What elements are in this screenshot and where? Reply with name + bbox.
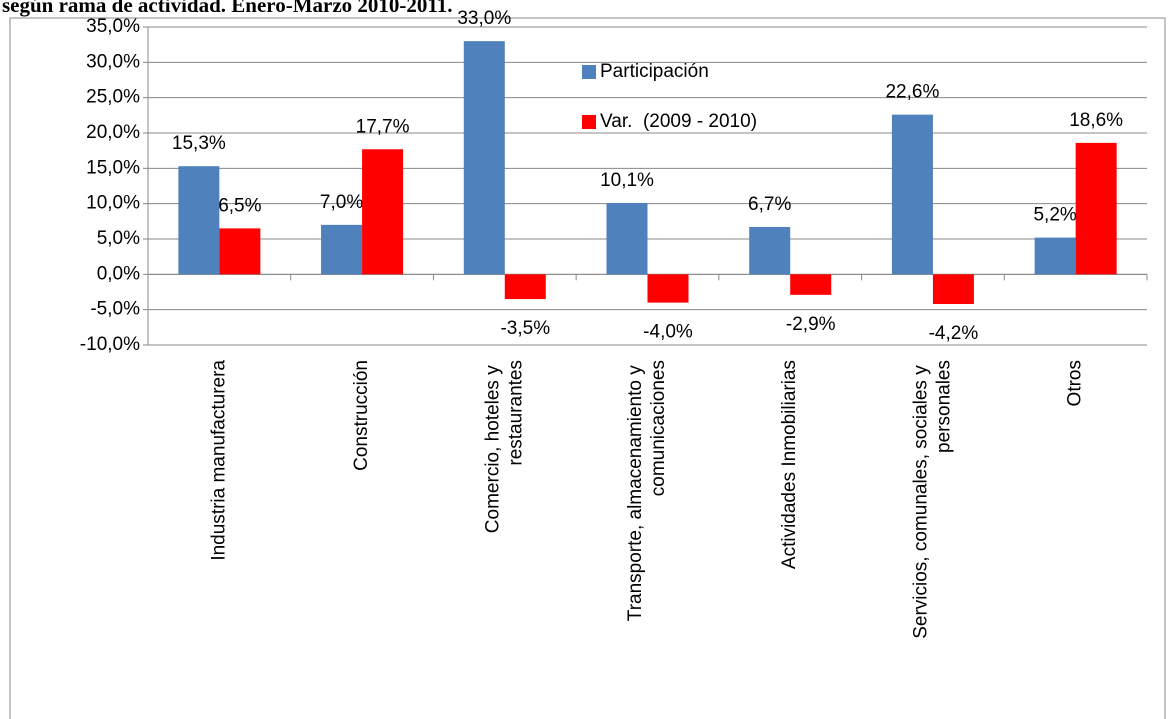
- bar: [504, 274, 546, 300]
- bar: [891, 114, 933, 275]
- data-label: -4,0%: [643, 322, 693, 343]
- bar: [932, 274, 974, 305]
- bar: [178, 166, 220, 275]
- data-label: -2,9%: [786, 314, 836, 335]
- bar: [463, 41, 505, 275]
- y-tick-label: -10,0%: [80, 334, 140, 355]
- legend-swatch: [582, 65, 596, 79]
- bar: [749, 226, 791, 275]
- legend-label: Var. (2009 - 2010): [600, 111, 757, 132]
- bar: [321, 224, 363, 275]
- y-tick-label: 10,0%: [86, 193, 140, 214]
- x-tick-label: Transporte, almacenamiento y comunicacio…: [625, 360, 669, 621]
- bar: [606, 202, 648, 275]
- chart-title: según rama de actividad. Enero-Marzo 201…: [2, 0, 453, 17]
- x-tick-label: Actividades Inmobiliarias: [779, 360, 800, 569]
- bar: [219, 228, 261, 275]
- y-tick-label: 35,0%: [86, 16, 140, 37]
- bar: [362, 149, 404, 275]
- data-label: 5,2%: [1033, 205, 1076, 226]
- bar: [647, 274, 689, 303]
- x-tick-label: Servicios, comunales, sociales y persona…: [910, 360, 954, 639]
- data-label: 7,0%: [320, 192, 363, 213]
- chart-frame: [9, 17, 1166, 719]
- data-label: 6,7%: [748, 194, 791, 215]
- bar: [1034, 237, 1076, 275]
- y-tick-label: 0,0%: [97, 263, 140, 284]
- y-tick-label: -5,0%: [90, 299, 140, 320]
- y-tick-label: 15,0%: [86, 157, 140, 178]
- data-label: -3,5%: [500, 318, 550, 339]
- x-tick-label: Industria manufacturera: [208, 360, 229, 561]
- bar: [1075, 142, 1117, 275]
- y-tick-label: 20,0%: [86, 122, 140, 143]
- data-label: 18,6%: [1069, 110, 1123, 131]
- data-label: 17,7%: [356, 116, 410, 137]
- data-label: 15,3%: [172, 133, 226, 154]
- x-tick-label: Otros: [1065, 360, 1086, 406]
- y-tick-label: 30,0%: [86, 51, 140, 72]
- legend-swatch: [582, 115, 596, 129]
- data-label: 6,5%: [218, 195, 261, 216]
- data-label: -4,2%: [929, 323, 979, 344]
- x-tick-label: Construcción: [351, 360, 372, 471]
- y-tick-label: 25,0%: [86, 87, 140, 108]
- legend-label: Participación: [600, 61, 709, 82]
- bar: [790, 274, 832, 295]
- data-label: 22,6%: [885, 82, 939, 103]
- data-label: 10,1%: [600, 170, 654, 191]
- y-tick-label: 5,0%: [97, 228, 140, 249]
- data-label: 33,0%: [457, 8, 511, 29]
- x-tick-label: Comercio, hoteles y restaurantes: [482, 360, 526, 533]
